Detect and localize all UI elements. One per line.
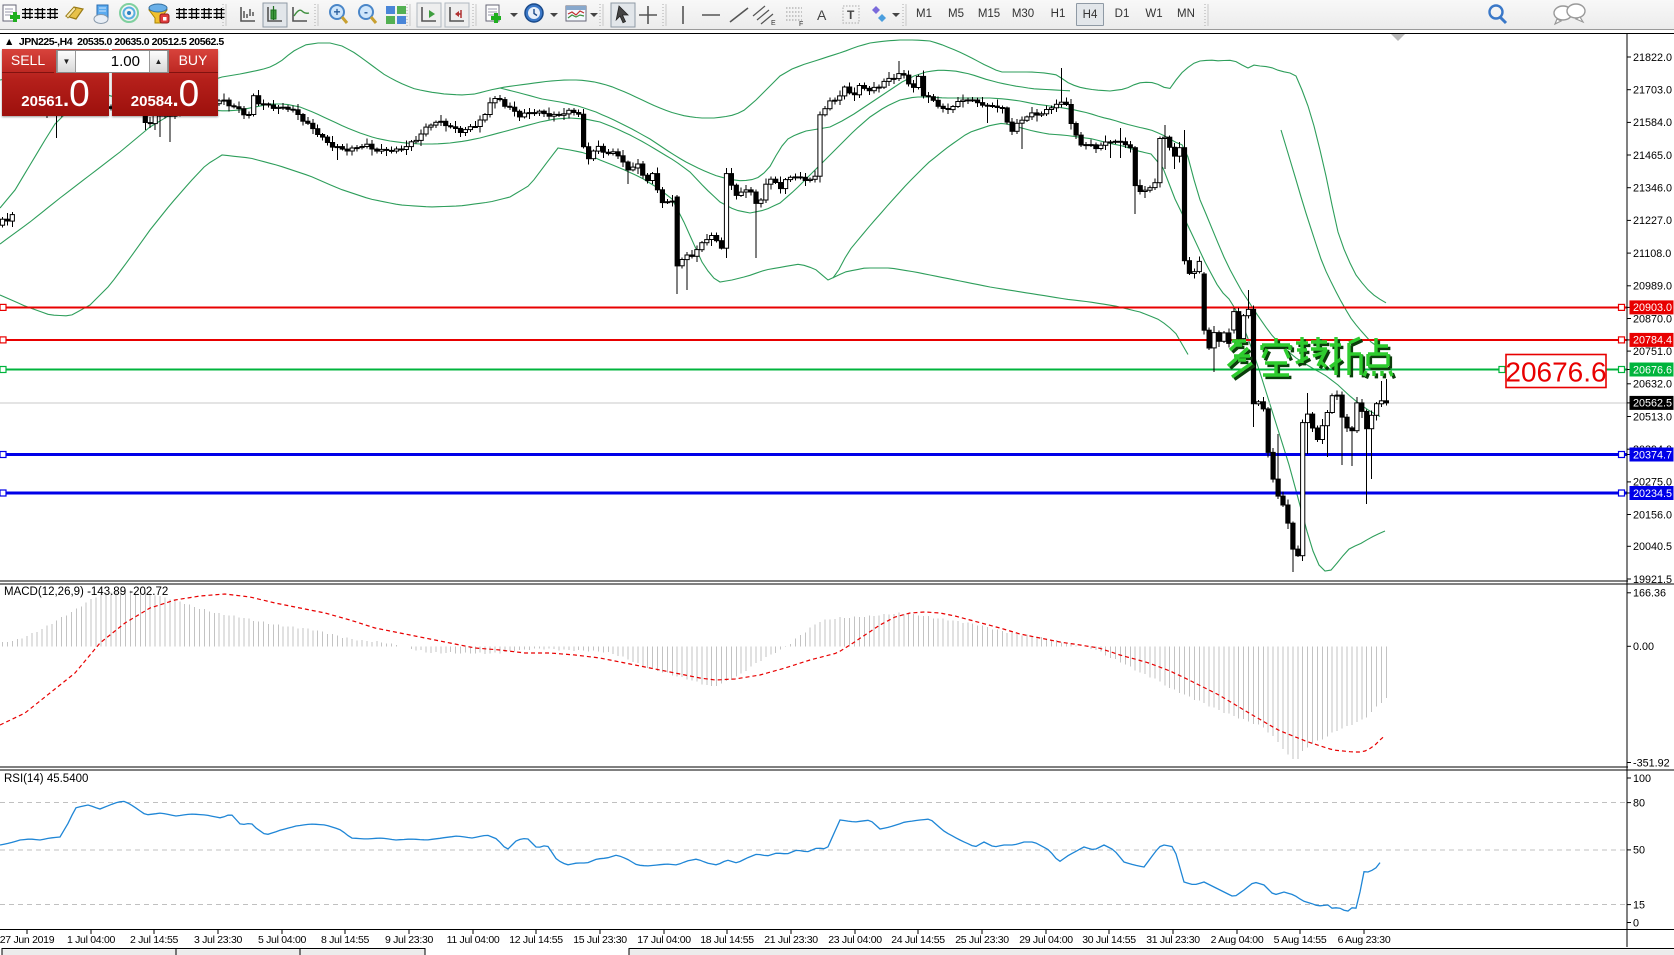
svg-text:20040.5: 20040.5	[1633, 541, 1672, 553]
svg-text:T: T	[847, 8, 855, 22]
svg-text:0: 0	[1633, 917, 1639, 929]
svg-text:19921.5: 19921.5	[1633, 574, 1672, 586]
svg-text:18 Jul 14:55: 18 Jul 14:55	[700, 934, 754, 946]
svg-text:5 Aug 14:55: 5 Aug 14:55	[1274, 934, 1327, 946]
svg-text:F: F	[799, 21, 803, 28]
svg-text:20275.0: 20275.0	[1633, 477, 1672, 489]
svg-text:21346.0: 21346.0	[1633, 183, 1672, 195]
svg-text:2 Aug 04:00: 2 Aug 04:00	[1211, 934, 1264, 946]
svg-text:21703.0: 21703.0	[1633, 85, 1672, 97]
svg-text:20676.6: 20676.6	[1505, 357, 1606, 388]
svg-text:9 Jul 23:30: 9 Jul 23:30	[385, 934, 434, 946]
svg-text:RSI(14) 45.5400: RSI(14) 45.5400	[4, 773, 88, 785]
svg-text:20784.4: 20784.4	[1633, 335, 1672, 347]
svg-text:20903.0: 20903.0	[1633, 302, 1672, 314]
svg-text:21584.0: 21584.0	[1633, 117, 1672, 129]
svg-text:50: 50	[1633, 845, 1645, 857]
svg-text:20751.0: 20751.0	[1633, 346, 1672, 358]
svg-text:20676.6: 20676.6	[1633, 364, 1672, 376]
svg-text:21227.0: 21227.0	[1633, 215, 1672, 227]
svg-text:+: +	[333, 5, 340, 19]
svg-text:20234.5: 20234.5	[1633, 488, 1672, 500]
svg-text:100: 100	[1633, 773, 1651, 785]
svg-text:20870.0: 20870.0	[1633, 313, 1672, 325]
svg-text:20156.0: 20156.0	[1633, 509, 1672, 521]
svg-text:21465.0: 21465.0	[1633, 150, 1672, 162]
svg-text:0.00: 0.00	[1633, 641, 1654, 653]
svg-text:-: -	[364, 5, 368, 19]
svg-text:20632.0: 20632.0	[1633, 379, 1672, 391]
svg-text:15: 15	[1633, 899, 1645, 911]
svg-text:21822.0: 21822.0	[1633, 52, 1672, 64]
svg-text:A: A	[817, 7, 827, 23]
svg-text:E: E	[771, 20, 776, 27]
svg-text:3 Jul 23:30: 3 Jul 23:30	[194, 934, 243, 946]
svg-text:24 Jul 14:55: 24 Jul 14:55	[891, 934, 945, 946]
svg-text:2 Jul 14:55: 2 Jul 14:55	[130, 934, 179, 946]
svg-text:25 Jul 23:30: 25 Jul 23:30	[955, 934, 1009, 946]
svg-text:31 Jul 23:30: 31 Jul 23:30	[1146, 934, 1200, 946]
svg-text:23 Jul 04:00: 23 Jul 04:00	[828, 934, 882, 946]
svg-text:20562.5: 20562.5	[1633, 398, 1672, 410]
svg-text:-351.92: -351.92	[1633, 757, 1670, 769]
svg-text:15 Jul 23:30: 15 Jul 23:30	[573, 934, 627, 946]
svg-text:20374.7: 20374.7	[1633, 449, 1672, 461]
svg-text:20989.0: 20989.0	[1633, 281, 1672, 293]
svg-text:12 Jul 14:55: 12 Jul 14:55	[509, 934, 563, 946]
svg-text:80: 80	[1633, 797, 1645, 809]
svg-text:30 Jul 14:55: 30 Jul 14:55	[1082, 934, 1136, 946]
svg-text:MACD(12,26,9) -143.89 -202.72: MACD(12,26,9) -143.89 -202.72	[4, 586, 168, 598]
svg-text:27 Jun 2019: 27 Jun 2019	[0, 934, 55, 946]
svg-text:29 Jul 04:00: 29 Jul 04:00	[1019, 934, 1073, 946]
svg-text:5 Jul 04:00: 5 Jul 04:00	[258, 934, 307, 946]
svg-text:8 Jul 14:55: 8 Jul 14:55	[321, 934, 370, 946]
svg-text:1 Jul 04:00: 1 Jul 04:00	[67, 934, 116, 946]
svg-text:17 Jul 04:00: 17 Jul 04:00	[637, 934, 691, 946]
svg-text:6 Aug 23:30: 6 Aug 23:30	[1338, 934, 1391, 946]
svg-text:21108.0: 21108.0	[1633, 248, 1671, 260]
svg-text:11 Jul 04:00: 11 Jul 04:00	[447, 934, 500, 946]
svg-text:21 Jul 23:30: 21 Jul 23:30	[764, 934, 818, 946]
svg-text:166.36: 166.36	[1633, 588, 1666, 600]
svg-text:20513.0: 20513.0	[1633, 411, 1672, 423]
